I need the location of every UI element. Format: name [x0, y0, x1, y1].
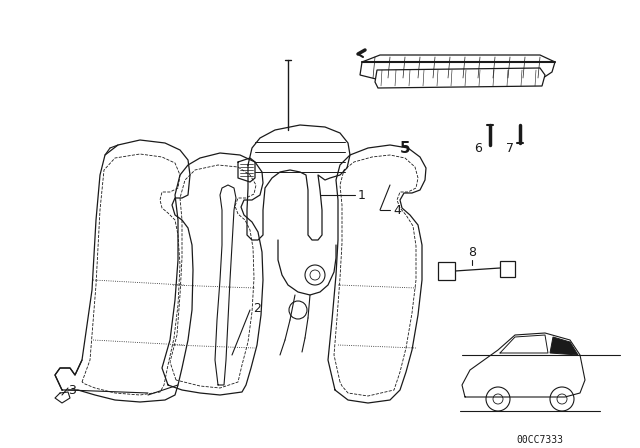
Polygon shape: [550, 337, 578, 355]
Text: 6: 6: [474, 142, 482, 155]
Text: 3: 3: [68, 383, 76, 396]
Text: 1: 1: [358, 189, 366, 202]
Polygon shape: [500, 261, 515, 277]
Text: 00CC7333: 00CC7333: [516, 435, 563, 445]
Text: 4: 4: [393, 203, 401, 216]
Text: 8: 8: [468, 246, 476, 258]
Text: 7: 7: [506, 142, 514, 155]
Text: 5: 5: [400, 141, 410, 155]
Polygon shape: [375, 68, 545, 88]
Text: 2: 2: [253, 302, 261, 314]
Polygon shape: [360, 55, 555, 80]
Polygon shape: [438, 262, 455, 280]
